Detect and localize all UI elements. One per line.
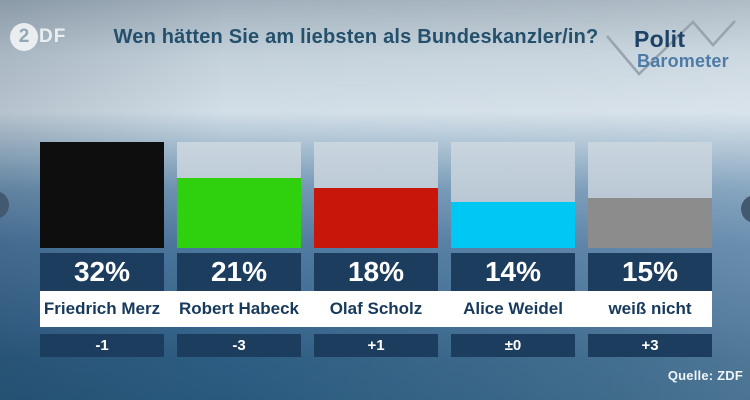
- change-label: -1: [95, 337, 109, 354]
- edge-circle-decoration-left: [0, 191, 9, 219]
- bar-track: [40, 142, 164, 248]
- change-label: ±0: [504, 337, 522, 354]
- page-title: Wen hätten Sie am liebsten als Bundeskan…: [113, 26, 599, 48]
- value-label: 18%: [347, 256, 405, 287]
- change-box: -1: [40, 334, 164, 357]
- bar-column-robert-habeck: 21% -3: [177, 0, 301, 400]
- bar-fill: [451, 201, 575, 248]
- bar-fill: [177, 178, 301, 248]
- category-label: Friedrich Merz: [43, 299, 161, 318]
- bar-column-friedrich-merz: 32% -1: [40, 0, 164, 400]
- bar-fill: [588, 198, 712, 248]
- bar-track: [451, 142, 575, 248]
- bar-column-weiss-nicht: 15% +3: [588, 0, 712, 400]
- category-label: weiß nicht: [608, 299, 692, 318]
- value-box: 21%: [177, 253, 301, 291]
- change-box: -3: [177, 334, 301, 357]
- name-band: [40, 291, 712, 327]
- change-label: -3: [232, 337, 246, 354]
- change-label: +3: [641, 337, 659, 354]
- value-box: 14%: [451, 253, 575, 291]
- value-box: 15%: [588, 253, 712, 291]
- value-label: 14%: [484, 256, 542, 287]
- change-box: +1: [314, 334, 438, 357]
- brand-line2: Barometer: [637, 51, 729, 71]
- zdf-logo-letters: DF: [39, 26, 67, 47]
- bar-fill: [314, 188, 438, 248]
- category-label: Alice Weidel: [463, 299, 563, 318]
- change-box: ±0: [451, 334, 575, 357]
- value-label: 15%: [621, 256, 679, 287]
- edge-circle-decoration-right: [741, 195, 750, 223]
- politbarometer-logo: Polit Barometer: [593, 12, 748, 86]
- zdf-logo: 2 DF: [10, 23, 70, 53]
- value-box: 18%: [314, 253, 438, 291]
- source-credit: Quelle: ZDF: [667, 368, 743, 383]
- value-label: 21%: [210, 256, 268, 287]
- brand-line1: Polit: [634, 26, 686, 52]
- zigzag-line-icon: [606, 20, 736, 76]
- bar-column-olaf-scholz: 18% +1: [314, 0, 438, 400]
- bar-track: [588, 142, 712, 248]
- bar-column-alice-weidel: 14% ±0: [451, 0, 575, 400]
- bar-track: [177, 142, 301, 248]
- change-label: +1: [367, 337, 385, 354]
- value-box: 32%: [40, 253, 164, 291]
- zdf-logo-circle: 2: [10, 23, 38, 51]
- value-label: 32%: [73, 256, 131, 287]
- category-label: Olaf Scholz: [329, 299, 423, 318]
- bar-fill: [40, 142, 164, 248]
- change-box: +3: [588, 334, 712, 357]
- category-label: Robert Habeck: [179, 299, 299, 318]
- bar-track: [314, 142, 438, 248]
- zdf-logo-circle-glyph: 2: [18, 26, 30, 47]
